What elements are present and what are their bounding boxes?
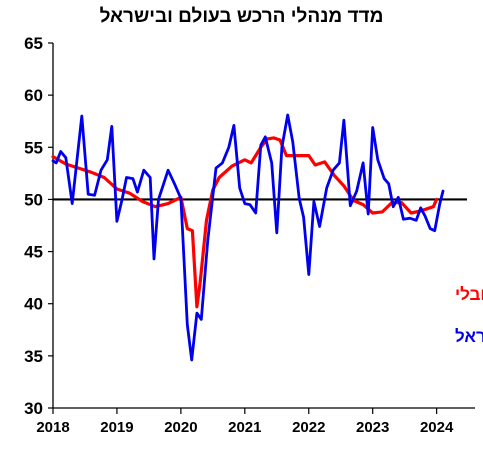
x-tick-label: 2019 — [100, 419, 133, 436]
x-tick-label: 2021 — [228, 419, 261, 436]
y-tick-label: 55 — [24, 138, 43, 157]
x-tick-label: 2022 — [292, 419, 325, 436]
y-tick-label: 35 — [24, 347, 43, 366]
series-line-israel — [51, 113, 445, 362]
x-tick-label: 2018 — [36, 419, 69, 436]
y-tick-label: 45 — [24, 243, 43, 262]
y-tick-label: 50 — [24, 190, 43, 209]
x-tick-label: 2024 — [420, 419, 454, 436]
x-tick-label: 2020 — [164, 419, 197, 436]
x-tick-label: 2023 — [356, 419, 389, 436]
y-tick-label: 40 — [24, 295, 43, 314]
legend-label-israel: ישראל — [455, 327, 483, 346]
y-tick-label: 65 — [24, 34, 43, 53]
legend-label-global: מדד גלובלי — [455, 285, 483, 304]
y-tick-label: 60 — [24, 86, 43, 105]
y-tick-label: 30 — [24, 399, 43, 418]
chart-title: מדד מנהלי הרכש בעולם ובישראל — [99, 6, 384, 27]
